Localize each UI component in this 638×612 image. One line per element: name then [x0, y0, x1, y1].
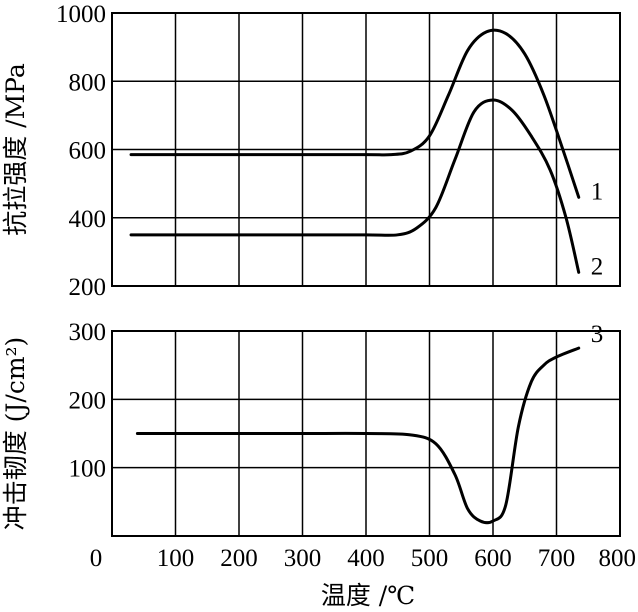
panel-1: 200 400 600 800 1000 抗拉强度 /MPa 1 2 — [1, 1, 621, 301]
y-axis-label: 抗拉强度 /MPa — [1, 63, 30, 236]
y-tick-label: 1000 — [56, 1, 106, 28]
plot-frame — [111, 12, 621, 287]
series-label-1: 1 — [591, 178, 604, 205]
series-line-1 — [129, 28, 581, 199]
x-tick-label: 100 — [157, 545, 195, 572]
x-axis-label: 温度 /℃ — [321, 581, 415, 610]
x-tick-label: 700 — [538, 545, 576, 572]
panel-2: 100 200 300 0 100 200 300 400 500 600 700 800 冲击韧度 (… — [1, 319, 636, 610]
x-tick-label: 800 — [599, 545, 637, 572]
y-tick-label: 300 — [69, 319, 107, 346]
x-tick-label: 0 — [90, 545, 103, 572]
series-label-3: 3 — [591, 321, 604, 348]
y-tick-label: 200 — [69, 274, 107, 301]
x-tick-label: 600 — [474, 545, 512, 572]
y-tick-label: 100 — [69, 456, 107, 483]
y-tick-label: 400 — [69, 206, 107, 233]
series-label-2: 2 — [591, 253, 604, 280]
y-axis-label: 冲击韧度 (J/cm²) — [1, 337, 30, 531]
x-tick-label: 200 — [220, 545, 258, 572]
series-line-2 — [129, 98, 581, 274]
x-tick-label: 300 — [284, 545, 322, 572]
x-tick-label: 500 — [411, 545, 449, 572]
y-tick-label: 200 — [69, 387, 107, 414]
plot-frame — [111, 330, 621, 537]
x-tick-label: 400 — [347, 545, 385, 572]
series-line-3 — [135, 346, 581, 525]
y-tick-label: 800 — [69, 69, 107, 96]
y-tick-label: 600 — [69, 138, 107, 165]
